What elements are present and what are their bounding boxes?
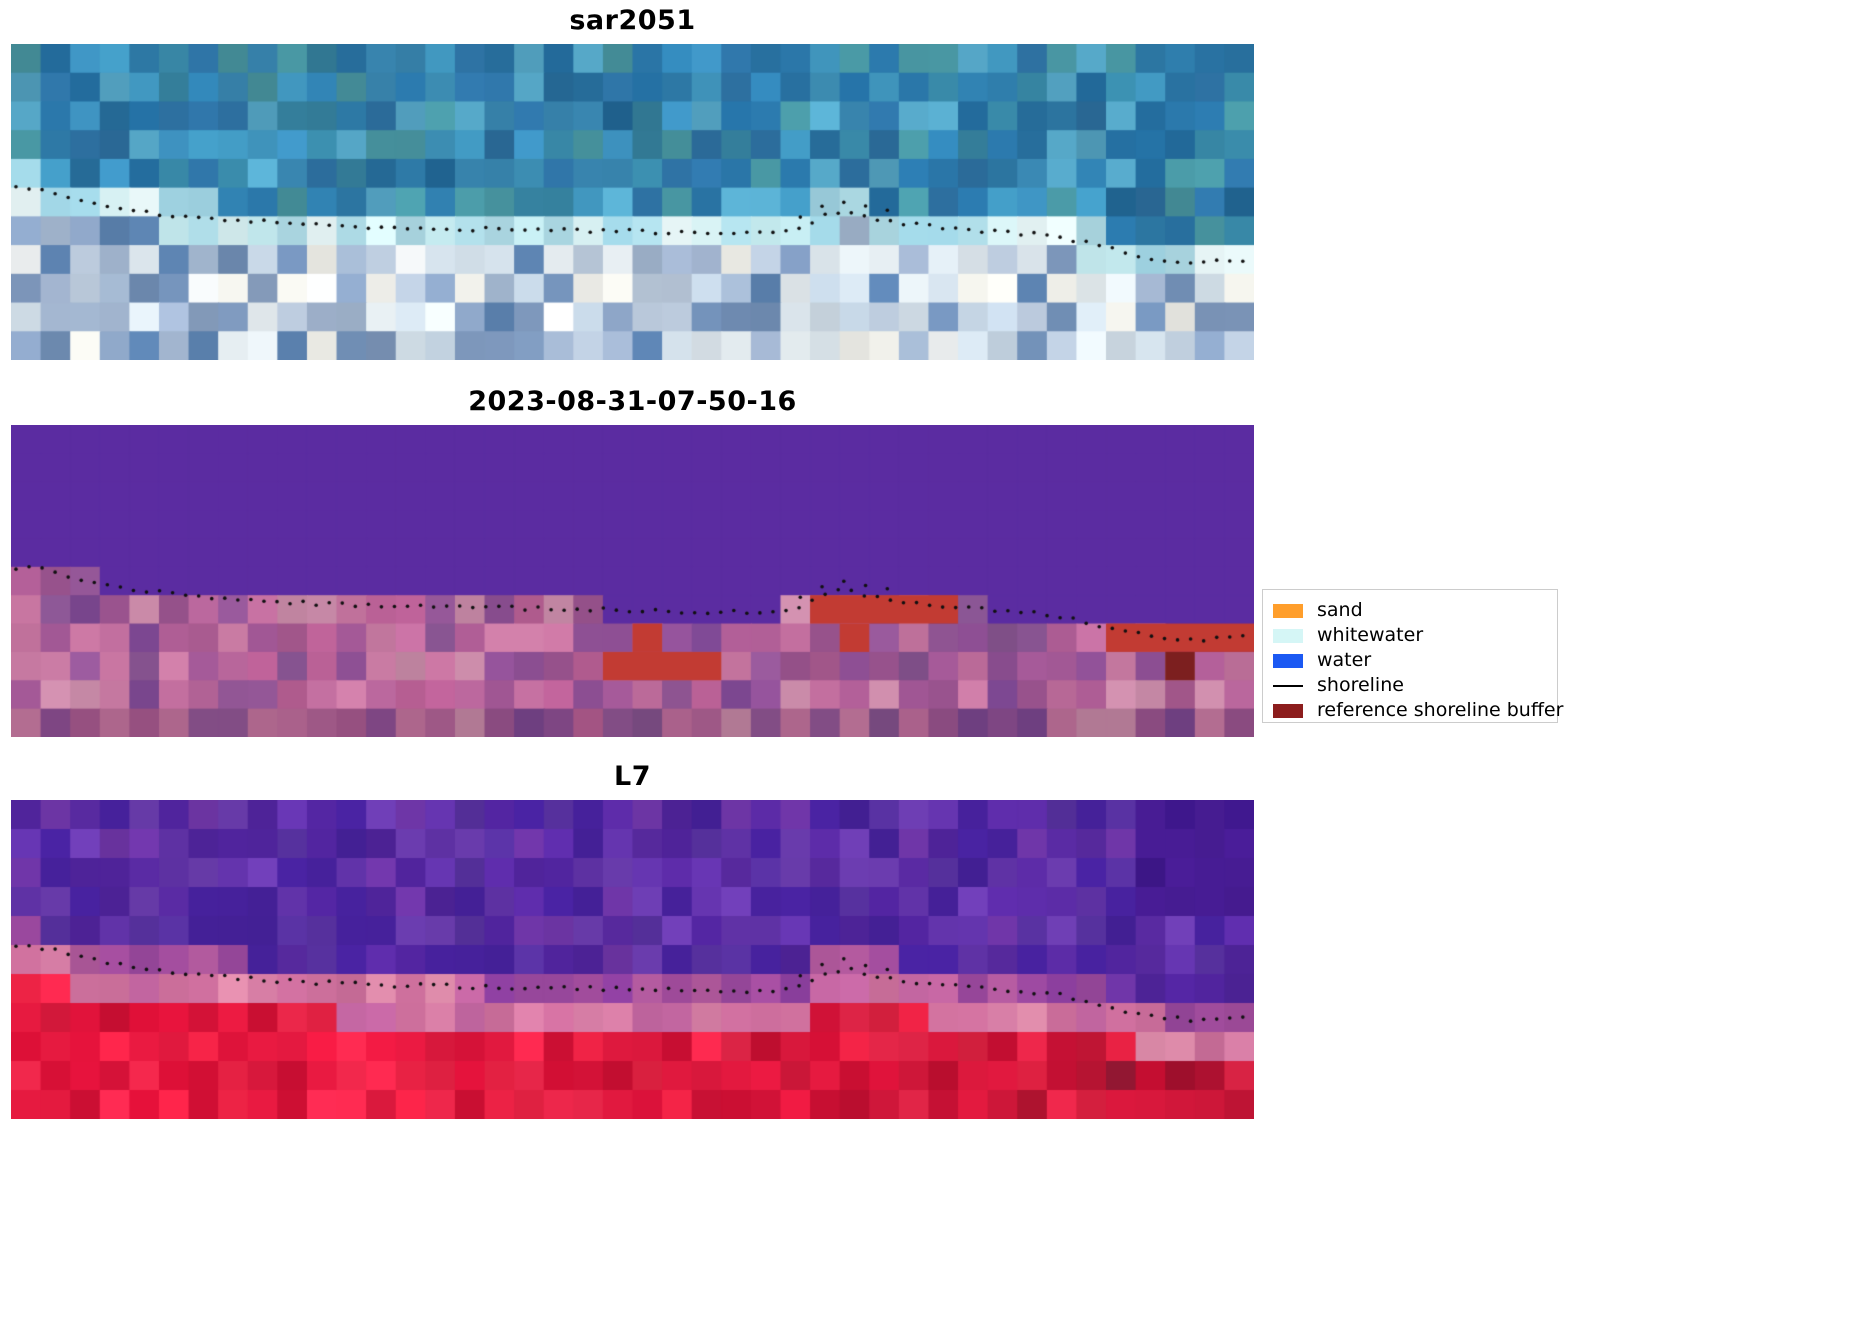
legend-label-sand: sand — [1317, 599, 1363, 621]
water-color-swatch — [1273, 653, 1303, 668]
classified-image — [11, 425, 1254, 737]
panel-l7-title: L7 — [614, 761, 651, 792]
panel-l7: L7 — [11, 760, 1254, 1119]
whitewater-color-swatch — [1273, 628, 1303, 643]
legend-item-shoreline: shoreline — [1273, 673, 1547, 698]
legend-item-reference-shoreline-buffer: reference shoreline buffer — [1273, 698, 1563, 723]
sand-color-swatch — [1273, 603, 1303, 618]
panel-sar2051: sar2051 — [11, 4, 1254, 360]
l7-image — [11, 800, 1254, 1119]
sar2051-image — [11, 44, 1254, 360]
legend-label-water: water — [1317, 649, 1372, 671]
legend: sand whitewater water shoreline reference sh… — [1262, 589, 1563, 723]
panel-classified-title: 2023-08-31-07-50-16 — [468, 386, 797, 417]
reference-shoreline-buffer-color-swatch — [1273, 703, 1303, 718]
legend-label-shoreline: shoreline — [1317, 674, 1404, 696]
legend-item-sand: sand — [1273, 598, 1547, 623]
panel-sar2051-title: sar2051 — [569, 5, 696, 36]
legend-item-water: water — [1273, 648, 1547, 673]
legend-label-reference-shoreline-buffer: reference shoreline buffer — [1317, 699, 1564, 721]
panel-classified: 2023-08-31-07-50-16 — [11, 385, 1254, 737]
shoreline-line-swatch — [1273, 684, 1303, 687]
legend-label-whitewater: whitewater — [1317, 624, 1424, 646]
legend-item-whitewater: whitewater — [1273, 623, 1547, 648]
